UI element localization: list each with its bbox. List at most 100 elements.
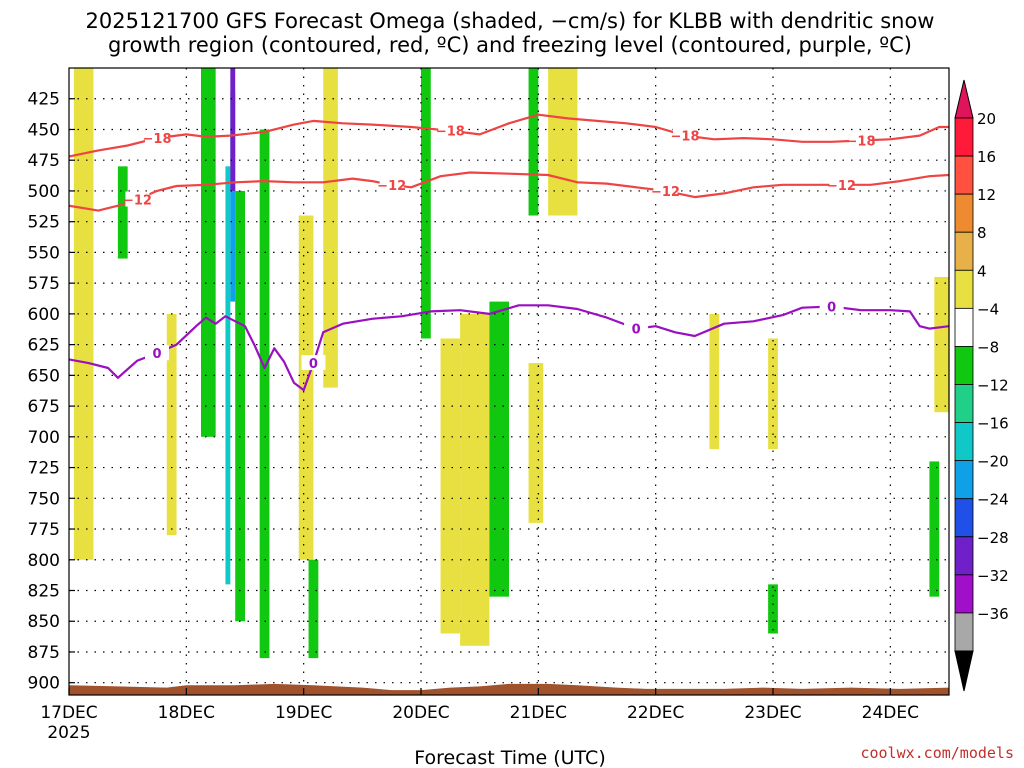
omega-region-15 (489, 301, 509, 597)
omega-region-20 (768, 338, 778, 450)
x-tick-label-4: 21DEC (510, 703, 567, 723)
terrain (69, 683, 949, 695)
colorbar-swatch-12 (954, 574, 974, 614)
plot-frame (68, 67, 950, 696)
colorbar-label-1: 16 (977, 148, 996, 166)
x-tick-label-5: 22DEC (627, 703, 684, 723)
omega-region-6 (230, 68, 236, 191)
contour-label-2-0: 0 (152, 347, 161, 362)
x-tick-label-2: 19DEC (275, 703, 332, 723)
contour-label-bg-1-1 (379, 176, 404, 192)
omega-region-4 (225, 166, 231, 585)
contour-label-0-0: −18 (143, 132, 172, 147)
colorbar-swatch-1 (954, 155, 974, 195)
credit-text: coolwx.com/models (860, 744, 1014, 762)
contour-label-bg-2-0 (145, 345, 169, 361)
colorbar-label-5: −4 (977, 300, 999, 318)
contour-label-bg-2-1 (301, 355, 326, 371)
y-tick-label-12: 725 (28, 459, 60, 479)
contour-line-1 (69, 171, 949, 212)
terrain-fill (69, 683, 949, 695)
chart-title-line-2: growth region (contoured, red, ºC) and f… (108, 33, 912, 57)
colorbar-bottom-cap (954, 650, 974, 692)
colorbar-label-7: −12 (977, 377, 1009, 395)
omega-region-5 (230, 92, 236, 302)
colorbar-swatch-4 (954, 269, 974, 309)
omega-region-17 (528, 363, 544, 523)
colorbar-swatch-10 (954, 498, 974, 538)
colorbar-swatch-2 (954, 193, 974, 233)
y-tick-label-13: 750 (28, 489, 60, 509)
y-tick-label-7: 600 (28, 305, 60, 325)
contour-label-bg-0-0 (145, 130, 169, 146)
y-tick-label-10: 675 (28, 397, 60, 417)
omega-region-2 (166, 313, 177, 536)
contour-label-0-2: −18 (671, 130, 700, 145)
colorbar-label-10: −24 (977, 491, 1009, 509)
y-tick-label-11: 700 (28, 428, 60, 448)
omega-region-19 (709, 313, 720, 450)
x-tick-year-label: 2025 (47, 723, 90, 743)
y-tick-label-5: 550 (28, 243, 60, 263)
contour-line-0 (69, 113, 949, 158)
contour-label-bg-0-3 (849, 132, 873, 148)
omega-region-3 (201, 68, 216, 437)
omega-region-8 (259, 129, 270, 659)
y-tick-label-4: 525 (28, 213, 60, 233)
contour-label-2-1: 0 (309, 357, 318, 372)
x-tick-label-1: 18DEC (158, 703, 215, 723)
y-tick-label-2: 475 (28, 151, 60, 171)
colorbar-label-11: −28 (977, 529, 1009, 547)
colorbar-label-4: 4 (977, 262, 987, 280)
colorbar-swatch-13 (954, 612, 974, 652)
colorbar-label-6: −8 (977, 338, 999, 356)
omega-region-1 (117, 166, 128, 259)
y-tick-label-15: 800 (28, 551, 60, 571)
y-tick-label-3: 500 (28, 182, 60, 202)
x-tick-label-3: 20DEC (392, 703, 449, 723)
colorbar-label-8: −16 (977, 415, 1009, 433)
contour-label-bg-2-3 (819, 298, 844, 314)
colorbar-swatch-9 (954, 460, 974, 500)
omega-region-14 (460, 313, 490, 646)
contour-label-2-3: 0 (827, 301, 836, 316)
y-tick-label-8: 625 (28, 336, 60, 356)
omega-region-12 (421, 68, 431, 339)
x-tick-label-7: 24DEC (862, 703, 919, 723)
y-tick-label-17: 850 (28, 612, 60, 632)
omega-region-21 (768, 584, 778, 634)
y-tick-label-18: 875 (28, 643, 60, 663)
colorbar-label-3: 8 (977, 224, 987, 242)
colorbar-label-0: 20 (977, 110, 996, 128)
contour-label-bg-1-2 (653, 182, 678, 198)
y-tick-label-16: 825 (28, 582, 60, 602)
x-axis-label: Forecast Time (UTC) (414, 747, 605, 768)
contours: −18 −18 −18 −18 −12 −12 −12 −12 0 0 0 0 (69, 113, 949, 392)
contour-label-1-3: −12 (827, 179, 856, 194)
contour-label-1-2: −12 (651, 185, 680, 200)
colorbar-label-2: 12 (977, 186, 996, 204)
omega-region-23 (929, 461, 940, 597)
omega-region-13 (440, 338, 461, 634)
omega-region-9 (298, 215, 314, 560)
omega-region-0 (73, 68, 94, 560)
colorbar-top-cap (954, 79, 974, 119)
colorbar-label-12: −32 (977, 567, 1009, 585)
y-tick-label-1: 450 (28, 120, 60, 140)
x-axis: 17DEC 18DEC 19DEC 20DEC 21DEC 22DEC 23DEC 24DEC… (40, 688, 919, 743)
colorbar-swatch-3 (954, 231, 974, 271)
x-tick-label-6: 23DEC (744, 703, 801, 723)
colorbar-swatch-6 (954, 346, 974, 385)
omega-region-16 (528, 68, 539, 216)
contour-label-bg-1-3 (829, 176, 854, 192)
contour-line-2 (69, 304, 949, 392)
y-tick-label-14: 775 (28, 520, 60, 540)
y-tick-label-0: 425 (28, 90, 60, 110)
x-tick-label-0: 17DEC (40, 703, 97, 723)
colorbar-swatch-5 (954, 307, 974, 347)
contour-label-bg-2-2 (624, 320, 649, 336)
contour-label-1-1: −12 (377, 179, 406, 194)
omega-region-11 (308, 559, 319, 659)
omega-region-18 (548, 68, 578, 216)
